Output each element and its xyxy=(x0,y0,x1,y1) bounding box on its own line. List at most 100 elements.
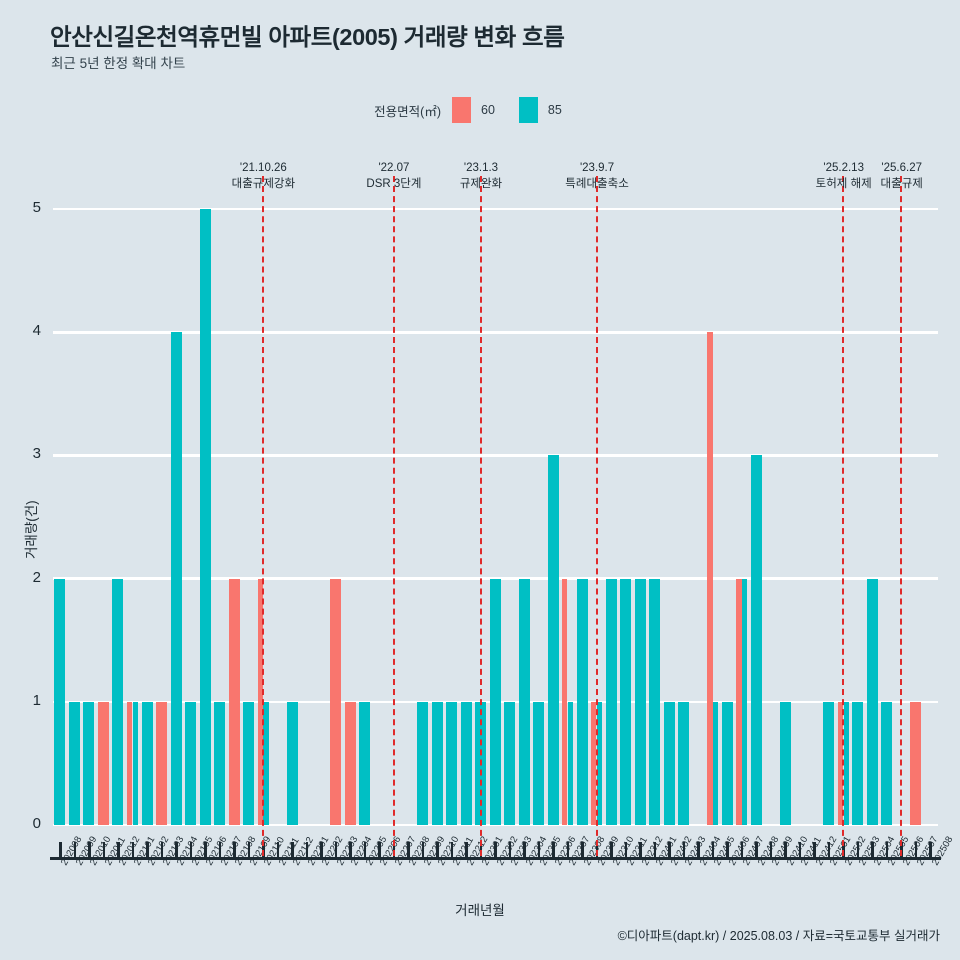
bar-202009-85[interactable] xyxy=(68,701,80,825)
bar-202405-85[interactable] xyxy=(713,701,719,825)
bar-202107-85[interactable] xyxy=(214,701,226,825)
bar-202309-85[interactable] xyxy=(597,701,603,825)
x-tick-202010 xyxy=(88,842,91,857)
bar-202008-85[interactable] xyxy=(54,578,66,825)
bar-202307-60[interactable] xyxy=(562,578,568,825)
bar-202405-60[interactable] xyxy=(707,332,713,825)
bar-202303-85[interactable] xyxy=(504,701,516,825)
bar-202110-85[interactable] xyxy=(263,701,269,825)
legend-label-60: 60 xyxy=(481,103,495,117)
gridline-3 xyxy=(53,454,938,457)
x-tick-202312 xyxy=(639,842,642,857)
bar-202311-85[interactable] xyxy=(620,578,632,825)
x-tick-202307 xyxy=(566,842,570,857)
x-tick-202210 xyxy=(436,842,439,857)
x-tick-202305 xyxy=(537,842,541,857)
bar-202101-60[interactable] xyxy=(126,701,133,825)
bar-202502-60[interactable] xyxy=(837,701,844,825)
event-label-202502: '25.2.13 토허제 해제 xyxy=(816,161,872,192)
chart-legend: 전용면적(㎡) 60 85 xyxy=(0,97,960,123)
bar-202407-85[interactable] xyxy=(742,578,748,825)
bar-202312-85[interactable] xyxy=(634,578,646,825)
legend-item-60[interactable]: 60 xyxy=(452,97,519,123)
bar-202501-85[interactable] xyxy=(823,701,835,825)
event-date-202207: '22.07 xyxy=(378,162,410,174)
y-tick-label-2: 2 xyxy=(32,568,41,586)
bar-202503-85[interactable] xyxy=(852,701,864,825)
x-tick-202304 xyxy=(523,842,526,857)
bar-202012-85[interactable] xyxy=(112,578,124,825)
bar-202402-85[interactable] xyxy=(663,701,675,825)
bar-202211-85[interactable] xyxy=(446,701,458,825)
x-tick-202108 xyxy=(233,842,236,857)
bar-202104-85[interactable] xyxy=(170,332,182,825)
bar-202307-85[interactable] xyxy=(568,701,574,825)
bar-202504-85[interactable] xyxy=(866,578,878,825)
footer-credit: ©디아파트(dapt.kr) / 2025.08.03 / 자료=국토교통부 실… xyxy=(617,929,940,943)
bar-202109-85[interactable] xyxy=(243,701,255,825)
x-tick-202406 xyxy=(726,842,729,857)
x-tick-202012 xyxy=(117,842,120,857)
bar-202507-60[interactable] xyxy=(910,701,922,825)
event-date-202502: '25.2.13 xyxy=(823,162,864,174)
legend-label-85: 85 xyxy=(547,103,562,117)
bar-202203-60[interactable] xyxy=(330,578,342,825)
y-tick-label-1: 1 xyxy=(32,691,41,709)
bar-202308-85[interactable] xyxy=(576,578,588,825)
x-tick-202212 xyxy=(465,842,468,857)
bar-202103-60[interactable] xyxy=(156,701,167,825)
event-desc-202110: 대출규제강화 xyxy=(231,178,296,190)
event-date-202110: '21.10.26 xyxy=(239,162,287,174)
y-tick-label-0: 0 xyxy=(32,815,41,832)
bar-202505-85[interactable] xyxy=(881,701,893,825)
bar-202309-60[interactable] xyxy=(591,701,597,825)
legend-title: 전용면적(㎡) xyxy=(374,104,441,119)
bar-202212-85[interactable] xyxy=(460,701,472,825)
bar-202204-60[interactable] xyxy=(344,701,356,825)
event-desc-202506: 대출규제 xyxy=(880,178,923,190)
bar-202502-85[interactable] xyxy=(843,701,849,825)
x-tick-202311 xyxy=(624,842,628,857)
bar-202010-85[interactable] xyxy=(83,701,95,825)
gridline-5 xyxy=(53,207,938,211)
x-axis-line xyxy=(50,857,941,860)
y-tick-label-3: 3 xyxy=(32,445,41,463)
bar-202205-85[interactable] xyxy=(359,701,371,825)
x-tick-202009 xyxy=(73,842,76,857)
bar-202101-85[interactable] xyxy=(132,701,138,825)
bar-202011-60[interactable] xyxy=(97,701,109,825)
bar-202403-85[interactable] xyxy=(678,701,690,825)
bar-202106-85[interactable] xyxy=(199,209,211,825)
bar-202102-85[interactable] xyxy=(141,701,153,825)
bar-202401-85[interactable] xyxy=(649,578,661,825)
bar-202306-85[interactable] xyxy=(547,455,559,825)
bar-202406-85[interactable] xyxy=(721,701,733,825)
bar-202407-60[interactable] xyxy=(736,578,742,825)
bar-202302-85[interactable] xyxy=(489,578,501,825)
bar-202304-85[interactable] xyxy=(518,578,530,825)
x-tick-202203 xyxy=(334,842,338,857)
x-tick-202107 xyxy=(218,842,222,857)
bar-202112-85[interactable] xyxy=(286,701,298,825)
event-label-202207: '22.07 DSR 3단계 xyxy=(366,161,421,192)
event-line-202502 xyxy=(842,176,845,856)
x-tick-202201 xyxy=(305,842,309,857)
bar-202410-85[interactable] xyxy=(779,701,791,825)
bar-202110-60[interactable] xyxy=(257,578,263,825)
bar-202408-85[interactable] xyxy=(750,455,762,825)
legend-item-85[interactable]: 85 xyxy=(518,97,586,123)
bar-202305-85[interactable] xyxy=(533,701,545,825)
x-tick-202105 xyxy=(189,842,193,857)
x-tick-202112 xyxy=(291,842,294,857)
x-tick-202405 xyxy=(711,842,715,857)
bar-202310-85[interactable] xyxy=(605,578,617,825)
event-date-202301: '23.1.3 xyxy=(463,162,499,174)
x-tick-202411 xyxy=(798,842,802,857)
event-line-202207 xyxy=(392,176,395,856)
bar-202105-85[interactable] xyxy=(185,701,197,825)
bar-202210-85[interactable] xyxy=(431,701,443,825)
x-tick-202503 xyxy=(856,842,860,857)
bar-202209-85[interactable] xyxy=(417,701,429,825)
bar-202108-60[interactable] xyxy=(228,578,240,825)
x-tick-202408 xyxy=(755,842,758,857)
